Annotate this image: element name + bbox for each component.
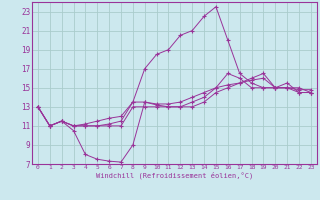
X-axis label: Windchill (Refroidissement éolien,°C): Windchill (Refroidissement éolien,°C): [96, 172, 253, 179]
